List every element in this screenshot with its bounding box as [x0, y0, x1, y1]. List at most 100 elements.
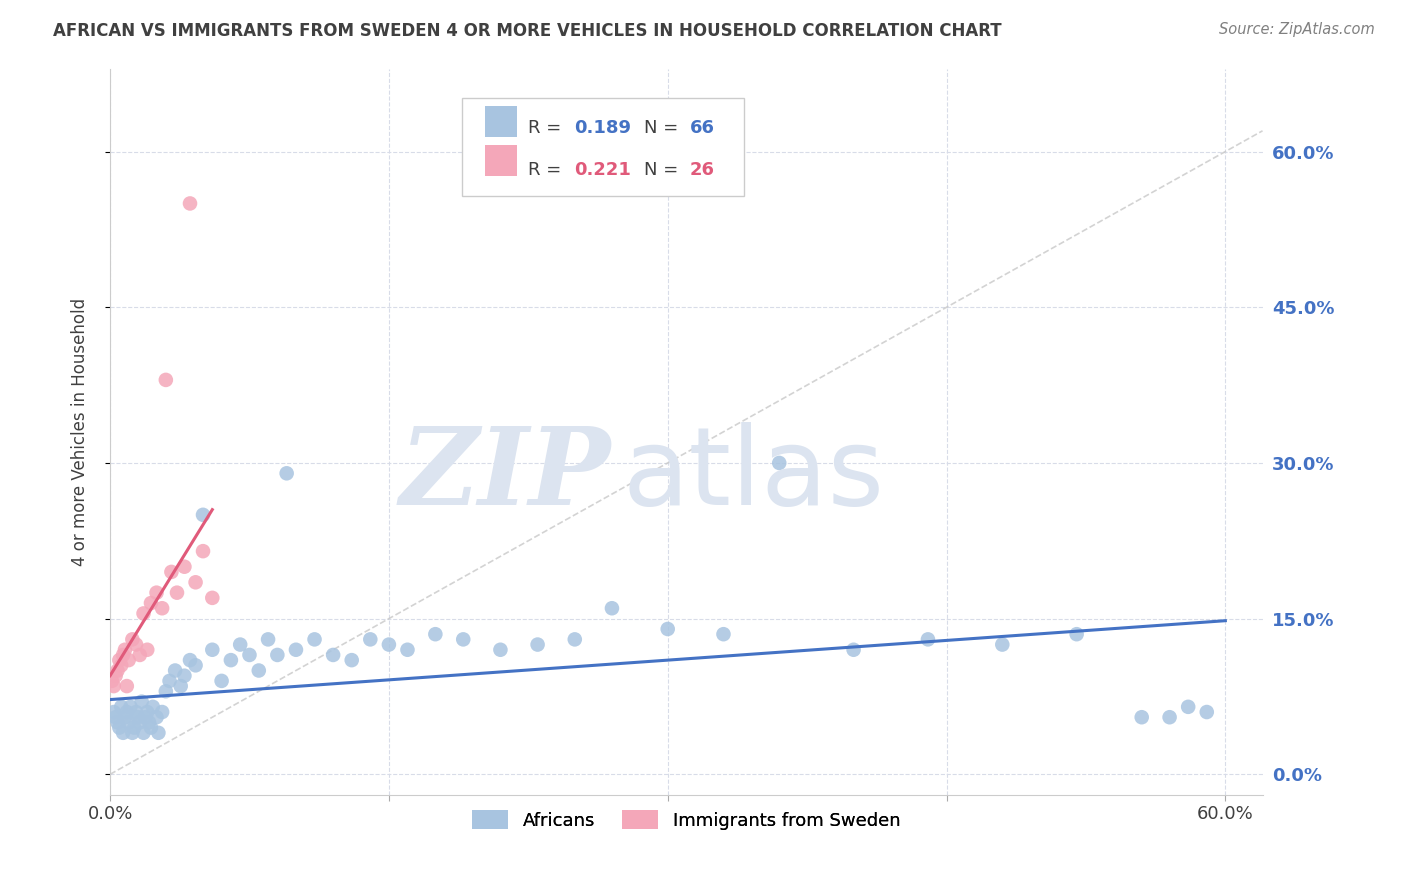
Point	[166, 585, 188, 599]
Point	[150, 601, 173, 615]
Point	[128, 648, 150, 662]
Point	[304, 632, 326, 647]
Point	[276, 467, 298, 481]
Point	[136, 705, 159, 719]
Text: 0.221: 0.221	[575, 161, 631, 179]
Point	[1195, 705, 1218, 719]
Point	[110, 699, 132, 714]
Point	[159, 673, 181, 688]
Point	[219, 653, 242, 667]
Point	[564, 632, 586, 647]
Point	[229, 638, 252, 652]
Point	[150, 705, 173, 719]
Text: R =: R =	[529, 120, 568, 137]
Point	[284, 642, 307, 657]
Point	[115, 705, 138, 719]
Point	[155, 373, 177, 387]
Point	[359, 632, 381, 647]
Text: AFRICAN VS IMMIGRANTS FROM SWEDEN 4 OR MORE VEHICLES IN HOUSEHOLD CORRELATION CH: AFRICAN VS IMMIGRANTS FROM SWEDEN 4 OR M…	[53, 22, 1002, 40]
Text: 26: 26	[690, 161, 714, 179]
Point	[396, 642, 419, 657]
FancyBboxPatch shape	[485, 145, 517, 176]
Point	[257, 632, 280, 647]
Legend: Africans, Immigrants from Sweden: Africans, Immigrants from Sweden	[465, 803, 908, 837]
Point	[131, 695, 153, 709]
Text: ZIP: ZIP	[401, 423, 612, 528]
Point	[266, 648, 288, 662]
Point	[107, 715, 129, 730]
FancyBboxPatch shape	[485, 106, 517, 136]
Point	[103, 679, 125, 693]
Point	[121, 726, 143, 740]
Point	[139, 721, 162, 735]
Point	[489, 642, 512, 657]
Point	[165, 664, 187, 678]
Point	[340, 653, 363, 667]
Point	[170, 679, 193, 693]
Point	[1159, 710, 1181, 724]
Point	[1066, 627, 1088, 641]
Point	[121, 632, 143, 647]
Point	[118, 653, 141, 667]
Point	[142, 699, 165, 714]
Point	[112, 648, 135, 662]
Point	[112, 726, 135, 740]
Point	[184, 575, 207, 590]
Point	[451, 632, 474, 647]
Point	[322, 648, 344, 662]
Point	[101, 673, 124, 688]
Point	[125, 705, 148, 719]
Point	[526, 638, 548, 652]
Point	[120, 699, 142, 714]
Point	[191, 544, 214, 558]
Point	[713, 627, 735, 641]
Point	[128, 715, 150, 730]
Text: 0.189: 0.189	[575, 120, 631, 137]
Point	[173, 669, 195, 683]
Point	[600, 601, 623, 615]
Point	[1177, 699, 1199, 714]
Point	[136, 642, 159, 657]
Point	[148, 726, 170, 740]
Point	[201, 642, 224, 657]
FancyBboxPatch shape	[461, 97, 744, 195]
Point	[104, 710, 127, 724]
Point	[145, 585, 167, 599]
Text: 66: 66	[690, 120, 714, 137]
Point	[134, 710, 156, 724]
Text: N =: N =	[644, 120, 683, 137]
Point	[138, 715, 160, 730]
Point	[179, 196, 201, 211]
Point	[114, 642, 136, 657]
Text: R =: R =	[529, 161, 568, 179]
Point	[173, 559, 195, 574]
Point	[118, 715, 141, 730]
Point	[425, 627, 447, 641]
Point	[211, 673, 233, 688]
Point	[127, 710, 149, 724]
Point	[842, 642, 865, 657]
Point	[917, 632, 939, 647]
Text: N =: N =	[644, 161, 683, 179]
Point	[247, 664, 270, 678]
Point	[145, 710, 167, 724]
Point	[1130, 710, 1153, 724]
Point	[103, 705, 125, 719]
Point	[184, 658, 207, 673]
Point	[768, 456, 790, 470]
Point	[122, 721, 145, 735]
Point	[125, 638, 148, 652]
Point	[132, 726, 155, 740]
Point	[108, 721, 131, 735]
Point	[110, 658, 132, 673]
Y-axis label: 4 or more Vehicles in Household: 4 or more Vehicles in Household	[72, 298, 89, 566]
Point	[139, 596, 162, 610]
Point	[191, 508, 214, 522]
Point	[132, 607, 155, 621]
Point	[155, 684, 177, 698]
Point	[179, 653, 201, 667]
Point	[107, 664, 129, 678]
Text: atlas: atlas	[623, 423, 884, 528]
Point	[657, 622, 679, 636]
Point	[115, 679, 138, 693]
